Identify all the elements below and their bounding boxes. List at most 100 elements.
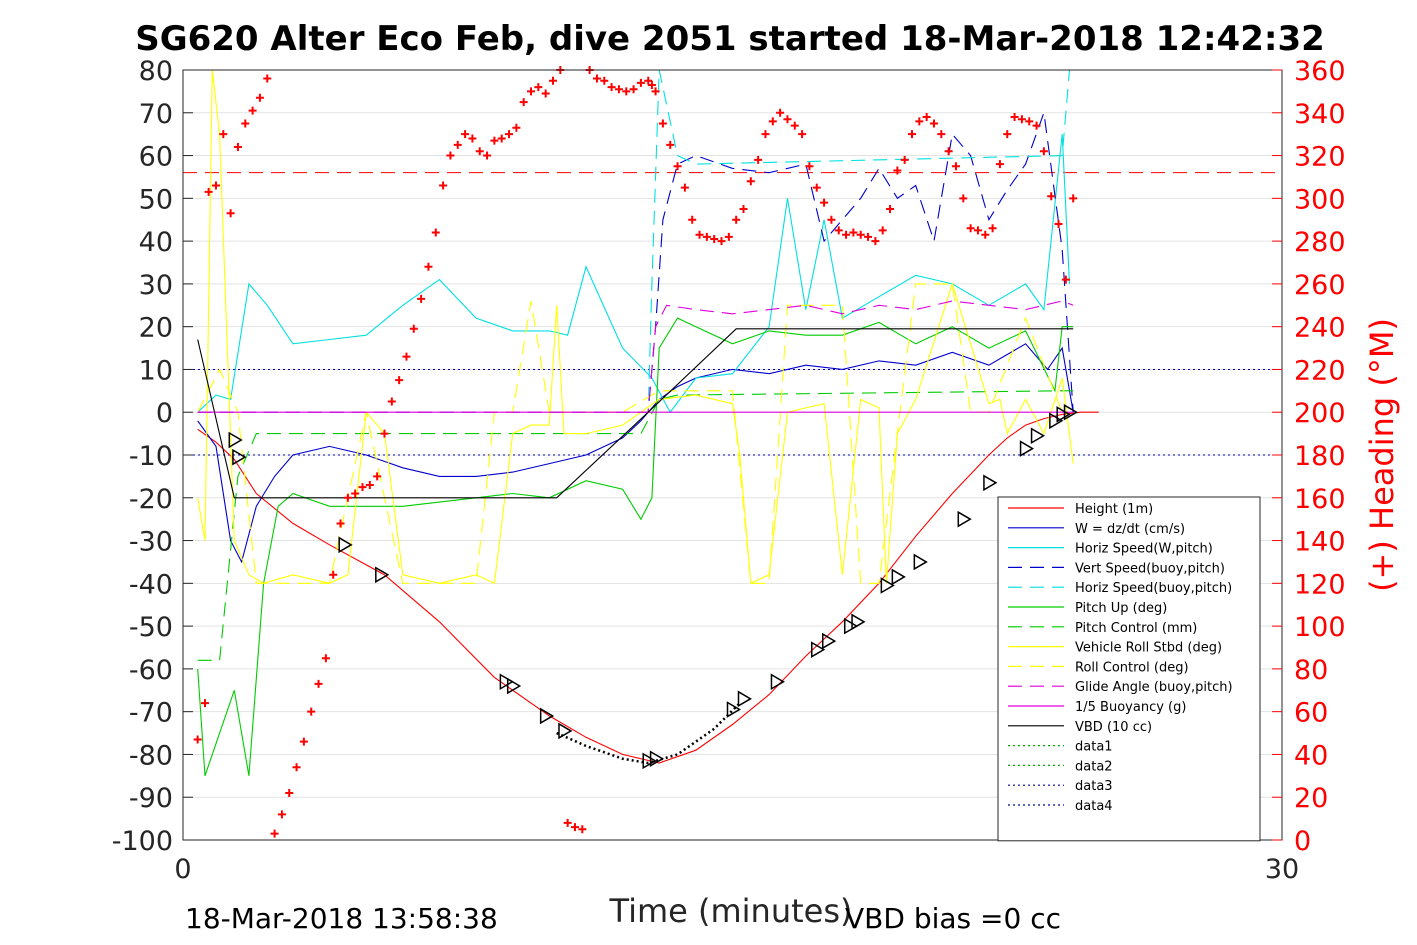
legend-label: 1/5 Buoyancy (g)	[1075, 700, 1186, 715]
heading-point	[1003, 130, 1012, 139]
heading-point	[380, 429, 389, 438]
heading-point	[842, 230, 851, 239]
heading-point	[680, 183, 689, 192]
heading-point	[871, 237, 880, 246]
heading-point	[929, 119, 938, 128]
legend-label: Vehicle Roll Stbd (deg)	[1075, 641, 1222, 656]
legend-label: Vert Speed(buoy,pitch)	[1075, 561, 1225, 576]
y-right-tick-label: 280	[1294, 227, 1346, 258]
heading-point	[453, 140, 462, 149]
depth-marker	[1056, 406, 1071, 423]
y-tick-label: 40	[139, 227, 173, 258]
depth-marker	[649, 750, 665, 768]
y-right-tick-label: 140	[1294, 527, 1346, 558]
legend-label: W = dz/dt (cm/s)	[1075, 522, 1185, 537]
heading-point	[505, 130, 514, 139]
y-tick-label: -70	[129, 698, 173, 729]
heading-point	[570, 823, 579, 832]
heading-point	[541, 89, 550, 98]
heading-point	[351, 489, 360, 498]
legend-label: data4	[1075, 799, 1113, 814]
heading-point	[732, 215, 741, 224]
legend-label: Horiz Speed(buoy,pitch)	[1075, 581, 1232, 596]
y-right-tick-label: 0	[1294, 826, 1311, 857]
heading-point	[431, 228, 440, 237]
heading-point	[651, 87, 660, 96]
heading-point	[1017, 115, 1026, 124]
heading-point	[776, 108, 785, 117]
depth-marker	[375, 566, 390, 584]
heading-point	[944, 147, 953, 156]
heading-point	[798, 130, 807, 139]
heading-point	[497, 134, 506, 143]
y-right-tick-label: 80	[1294, 655, 1328, 686]
legend-box	[997, 496, 1261, 842]
heading-point	[981, 230, 990, 239]
heading-point	[1054, 220, 1063, 228]
heading-point	[995, 160, 1004, 169]
heading-point	[1069, 194, 1078, 203]
x-tick-label: 30	[1265, 854, 1299, 885]
heading-point	[211, 181, 220, 190]
heading-point	[387, 397, 396, 406]
heading-point	[592, 74, 601, 83]
y-right-tick-label: 260	[1294, 270, 1346, 301]
series-line	[556, 702, 741, 765]
y-right-tick-label: 300	[1294, 184, 1346, 215]
depth-marker	[338, 536, 353, 554]
y-right-tick-label: 320	[1294, 142, 1346, 173]
legend-label: Pitch Control (mm)	[1075, 621, 1197, 636]
y-tick-label: -50	[129, 612, 173, 643]
depth-marker	[539, 707, 555, 725]
heading-point	[277, 810, 286, 819]
y-right-tick-label: 200	[1294, 398, 1346, 429]
heading-point	[856, 230, 865, 239]
heading-point	[468, 134, 477, 143]
heading-point	[908, 130, 917, 139]
heading-point	[417, 294, 426, 303]
y-tick-label: -10	[129, 441, 173, 472]
y-tick-label: 30	[139, 270, 173, 301]
y-right-tick-label: 220	[1294, 355, 1346, 386]
legend-label: data2	[1075, 759, 1113, 774]
legend-label: Pitch Up (deg)	[1075, 601, 1167, 616]
heading-point	[937, 130, 946, 139]
heading-point	[248, 106, 257, 115]
legend-label: data3	[1075, 779, 1113, 794]
series-line	[197, 390, 1074, 661]
heading-point	[233, 143, 242, 151]
y-right-tick-label: 60	[1294, 698, 1328, 729]
heading-point	[255, 93, 264, 102]
y-tick-label: -30	[129, 527, 173, 558]
depth-marker	[821, 632, 837, 650]
heading-point	[754, 155, 763, 164]
heading-point	[710, 234, 719, 243]
heading-point	[446, 151, 455, 160]
heading-point	[695, 230, 704, 239]
depth-marker	[499, 673, 514, 691]
footer-vbd-bias: VBD bias =0 cc	[845, 902, 1061, 935]
heading-point	[812, 183, 821, 192]
heading-point	[314, 679, 323, 688]
y-tick-label: -60	[129, 655, 173, 686]
depth-marker	[957, 510, 972, 528]
series-line	[197, 328, 1074, 499]
heading-point	[519, 98, 528, 107]
heading-point	[490, 136, 499, 145]
y-tick-label: 60	[139, 142, 173, 173]
heading-point	[614, 85, 623, 94]
footer-timestamp: 18-Mar-2018 13:58:38	[185, 902, 498, 935]
heading-point	[1047, 192, 1056, 201]
y-right-tick-label: 40	[1294, 740, 1328, 771]
depth-marker	[770, 673, 785, 691]
legend-label: Height (1m)	[1075, 502, 1153, 517]
y-tick-label: 0	[156, 398, 173, 429]
heading-point	[548, 76, 557, 85]
heading-point	[204, 187, 213, 196]
heading-point	[193, 735, 202, 744]
heading-point	[834, 226, 843, 235]
heading-point	[849, 228, 858, 237]
heading-point	[563, 818, 572, 827]
depth-marker	[726, 701, 741, 718]
